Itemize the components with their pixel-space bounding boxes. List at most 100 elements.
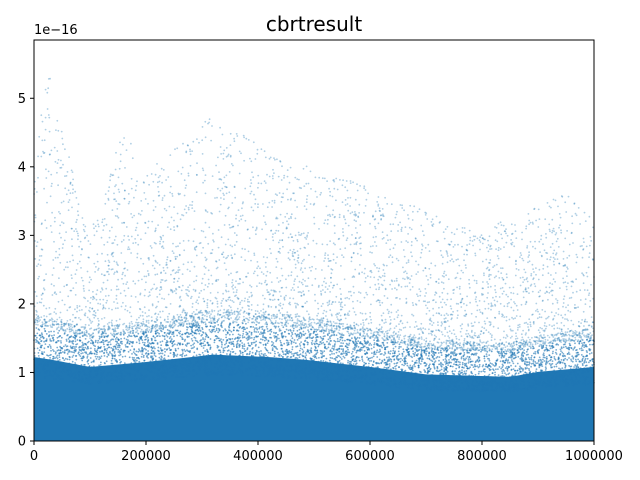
scatter-point (145, 321, 148, 323)
scatter-point (467, 332, 470, 335)
scatter-point (485, 363, 488, 366)
scatter-point (523, 322, 526, 324)
scatter-point (272, 239, 275, 242)
scatter-point (346, 203, 349, 205)
scatter-point (154, 227, 157, 230)
scatter-point (249, 157, 251, 160)
scatter-point (187, 286, 190, 288)
scatter-point (398, 378, 401, 380)
scatter-point (217, 324, 220, 326)
scatter-point (338, 312, 341, 314)
scatter-point (490, 378, 492, 380)
scatter-point (229, 314, 232, 316)
scatter-point (121, 342, 123, 345)
scatter-point (434, 294, 436, 296)
scatter-point (97, 323, 100, 325)
scatter-point (184, 344, 187, 346)
scatter-point (395, 277, 398, 280)
scatter-point (198, 325, 201, 327)
scatter-point (399, 341, 402, 344)
scatter-point (69, 192, 72, 195)
scatter-point (225, 174, 228, 177)
scatter-point (535, 302, 538, 305)
scatter-point (84, 225, 87, 228)
scatter-point (575, 333, 577, 336)
scatter-point (411, 377, 413, 379)
scatter-point (54, 352, 57, 355)
scatter-point (569, 334, 571, 337)
scatter-point (141, 330, 144, 333)
scatter-point (140, 328, 143, 331)
scatter-point (581, 245, 583, 247)
scatter-point (305, 354, 308, 356)
scatter-point (224, 316, 227, 319)
scatter-point (367, 192, 369, 195)
scatter-point (515, 260, 517, 263)
scatter-point (557, 344, 560, 346)
scatter-point (105, 366, 108, 369)
scatter-point (535, 362, 538, 365)
scatter-point (382, 237, 385, 239)
scatter-point (262, 215, 265, 217)
scatter-point (516, 352, 519, 355)
scatter-point (353, 329, 356, 332)
scatter-point (514, 338, 517, 340)
scatter-point (270, 366, 273, 369)
scatter-point (272, 168, 274, 171)
scatter-point (389, 350, 392, 352)
scatter-point (78, 309, 81, 312)
scatter-point (366, 293, 369, 296)
scatter-point (561, 351, 564, 354)
scatter-point (557, 313, 560, 316)
scatter-point (204, 221, 207, 224)
scatter-point (252, 355, 255, 357)
scatter-point (253, 336, 256, 339)
scatter-point (472, 343, 475, 345)
scatter-point (315, 342, 318, 345)
scatter-point (172, 353, 175, 356)
scatter-point (519, 256, 521, 258)
scatter-point (158, 352, 161, 355)
scatter-point (157, 190, 160, 193)
scatter-point (443, 341, 445, 344)
scatter-point (142, 318, 145, 321)
scatter-point (115, 319, 118, 322)
scatter-point (322, 377, 325, 380)
scatter-point (378, 334, 381, 337)
scatter-point (146, 329, 149, 332)
scatter-point (168, 347, 171, 350)
scatter-point (222, 351, 225, 354)
scatter-point (163, 357, 166, 360)
scatter-point (251, 321, 254, 324)
scatter-point (65, 193, 68, 196)
scatter-point (75, 331, 77, 333)
scatter-point (225, 300, 228, 302)
scatter-point (96, 356, 99, 358)
scatter-point (473, 321, 476, 324)
scatter-point (468, 282, 471, 285)
scatter-point (169, 191, 172, 194)
scatter-point (130, 187, 133, 190)
scatter-point (348, 290, 350, 293)
scatter-point (340, 348, 343, 350)
scatter-point (421, 248, 423, 251)
scatter-point (113, 198, 115, 201)
scatter-point (40, 336, 42, 339)
scatter-point (258, 350, 261, 353)
scatter-point (426, 384, 428, 386)
scatter-point (477, 334, 480, 337)
scatter-point (294, 278, 296, 281)
chart-title: cbrtresult (266, 12, 362, 36)
scatter-point (34, 291, 37, 293)
scatter-point (295, 365, 297, 368)
scatter-point (157, 346, 160, 349)
scatter-point (485, 350, 488, 352)
scatter-point (488, 354, 491, 356)
scatter-point (583, 346, 586, 348)
scatter-point (294, 358, 297, 361)
scatter-point (551, 242, 554, 245)
scatter-point (527, 356, 530, 359)
scatter-point (63, 303, 66, 306)
scatter-point (459, 389, 462, 391)
scatter-point (206, 348, 208, 351)
